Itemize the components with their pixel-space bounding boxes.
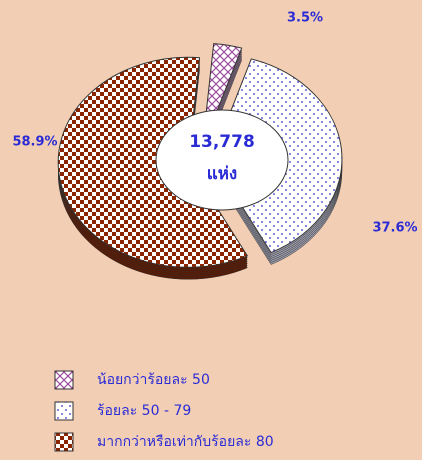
legend-label: น้อยกว่าร้อยละ 50 (97, 372, 210, 388)
value-label: 37.6% (372, 221, 417, 236)
legend-swatch (54, 401, 74, 421)
legend-swatch (54, 432, 74, 452)
legend-label: ร้อยละ 50 - 79 (97, 403, 191, 419)
center-hole (155, 109, 289, 211)
legend-label: มากกว่าหรือเท่ากับร้อยละ 80 (97, 434, 274, 450)
slice (57, 56, 249, 268)
value-label: 58.9% (12, 135, 57, 150)
value-label: 3.5% (287, 11, 323, 26)
center-label: แห่ง (207, 164, 237, 184)
center-label: 13,778 (189, 132, 255, 152)
legend-swatch (54, 370, 74, 390)
